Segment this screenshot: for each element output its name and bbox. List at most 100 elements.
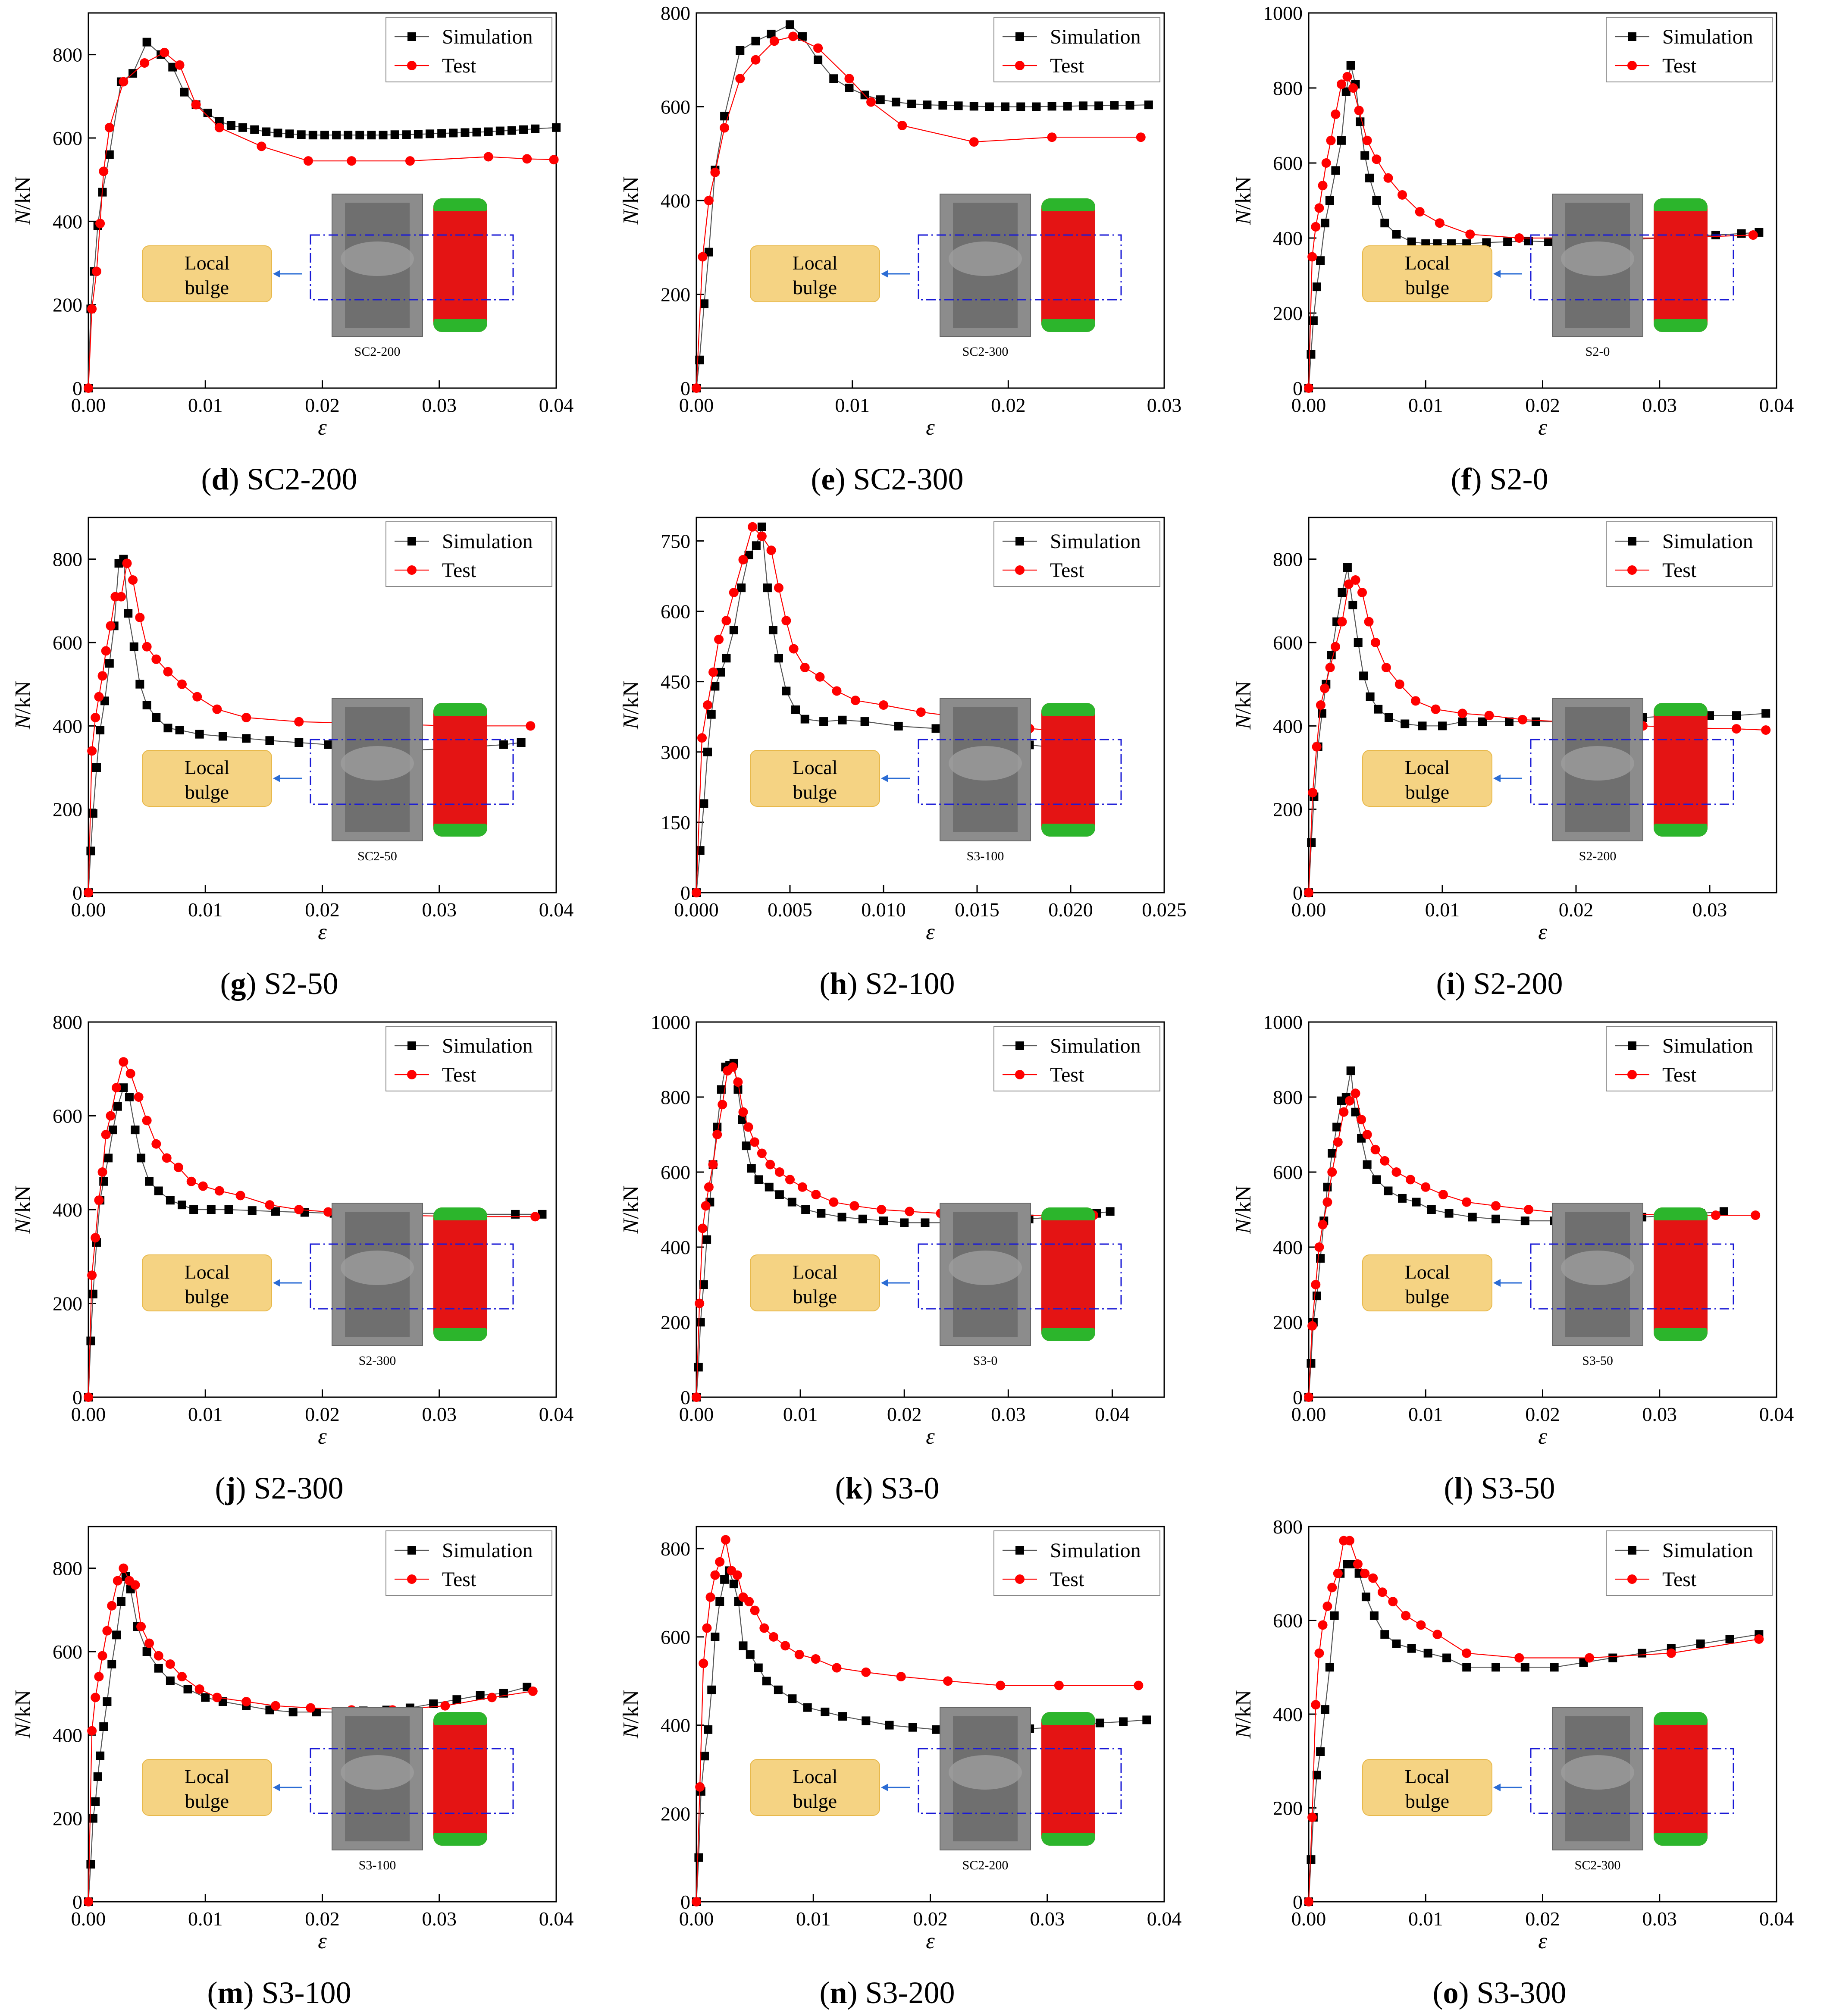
- test-point: [87, 1270, 97, 1280]
- test-point: [1362, 135, 1372, 145]
- legend-simulation-label: Simulation: [1662, 530, 1753, 553]
- simulation-point: [88, 1289, 97, 1298]
- specimen-label: SC2-300: [1575, 1858, 1621, 1872]
- simulation-point: [729, 626, 738, 634]
- test-point: [1308, 788, 1318, 797]
- simulation-point: [499, 740, 508, 749]
- simulation-point: [765, 1182, 774, 1191]
- simulation-point: [1374, 705, 1383, 714]
- fe-model-mid: [1041, 1220, 1095, 1328]
- panel-caption: (f) S2-0: [1451, 462, 1548, 496]
- specimen-label: SC2-300: [962, 345, 1009, 359]
- test-point: [1585, 1653, 1594, 1663]
- y-axis-label: N/kN: [11, 176, 35, 226]
- test-point: [1318, 1620, 1328, 1630]
- test-point: [130, 1580, 140, 1590]
- simulation-point: [242, 734, 251, 743]
- simulation-point: [1492, 1663, 1500, 1672]
- specimen-bulge: [949, 1251, 1022, 1285]
- x-axis-label: ε: [926, 920, 935, 944]
- test-point: [1311, 1700, 1321, 1710]
- simulation-point: [720, 112, 729, 121]
- test-point: [1136, 132, 1146, 142]
- test-point: [815, 672, 825, 682]
- specimen-bulge: [949, 241, 1022, 276]
- test-point: [151, 654, 161, 664]
- test-point: [1320, 683, 1330, 693]
- simulation-point: [921, 1218, 930, 1227]
- y-axis-label: N/kN: [619, 1690, 643, 1739]
- simulation-point: [791, 705, 800, 714]
- plot-frame: [696, 517, 1165, 894]
- simulation-point: [801, 1205, 810, 1214]
- simulation-point: [1366, 692, 1375, 701]
- test-point: [1054, 1681, 1064, 1690]
- simulation-point: [717, 1085, 726, 1094]
- test-point: [789, 644, 799, 654]
- legend-box: [993, 521, 1160, 587]
- test-point: [214, 122, 224, 132]
- test-point: [732, 1570, 742, 1580]
- test-point: [750, 1137, 760, 1147]
- y-tick-label: 800: [53, 549, 82, 571]
- specimen-label: S3-0: [973, 1354, 998, 1368]
- local-bulge-label-2: bulge: [1405, 1285, 1449, 1307]
- test-point: [135, 613, 145, 622]
- test-point: [704, 1182, 714, 1192]
- simulation-point: [86, 1860, 95, 1869]
- bulge-arrow-head: [1493, 1784, 1501, 1791]
- test-point: [1134, 1681, 1144, 1690]
- x-tick-label: 0.00: [1291, 1403, 1326, 1425]
- test-point: [106, 1111, 116, 1121]
- bulge-arrow-head: [273, 1279, 280, 1287]
- simulation-point: [1338, 588, 1347, 597]
- test-point: [549, 155, 559, 165]
- y-tick-label: 400: [53, 1199, 82, 1221]
- local-bulge-label-2: bulge: [185, 1285, 229, 1307]
- simulation-point: [517, 738, 526, 747]
- test-point: [165, 1659, 175, 1669]
- test-point: [704, 196, 714, 205]
- local-bulge-label-1: Local: [185, 1765, 230, 1787]
- local-bulge-box: [750, 1759, 880, 1816]
- test-point: [1377, 1587, 1387, 1597]
- simulation-point: [92, 763, 101, 772]
- test-point: [829, 1197, 839, 1207]
- panel-l: 0.00 0.01 0.02 0.03 0.04 0 200 400 600 800 1000 ε N/…: [1231, 1011, 1794, 1505]
- simulation-point: [250, 125, 259, 134]
- simulation-point: [775, 1190, 784, 1199]
- simulation-point: [124, 609, 133, 618]
- test-point: [849, 1201, 859, 1211]
- test-point: [1304, 1897, 1313, 1906]
- test-point: [692, 1897, 701, 1906]
- simulation-point: [273, 129, 282, 138]
- test-point: [1354, 106, 1364, 116]
- local-bulge-box: [1362, 1254, 1492, 1311]
- y-tick-label: 800: [1273, 549, 1303, 571]
- y-tick-label: 800: [661, 2, 690, 24]
- legend-simulation-marker: [1015, 537, 1024, 546]
- test-point: [198, 1181, 208, 1191]
- x-tick-label: 0.02: [1525, 1403, 1560, 1425]
- simulation-point: [700, 299, 709, 308]
- simulation-point: [1392, 1639, 1401, 1648]
- legend-simulation-marker: [1628, 32, 1636, 41]
- y-axis-label: N/kN: [1231, 1185, 1256, 1235]
- specimen-bulge: [1561, 1755, 1634, 1790]
- simulation-point: [754, 1663, 763, 1672]
- simulation-point: [787, 1198, 796, 1207]
- local-bulge-label-2: bulge: [1405, 276, 1449, 298]
- test-point: [1344, 1096, 1354, 1106]
- y-tick-label: 600: [53, 1105, 82, 1127]
- test-point: [483, 152, 493, 162]
- specimen-bulge: [949, 1755, 1022, 1790]
- test-point: [1322, 1197, 1332, 1207]
- test-point: [1339, 1107, 1349, 1117]
- test-point: [87, 304, 97, 314]
- simulation-point: [1372, 1175, 1381, 1184]
- panel-k: 0.00 0.01 0.02 0.03 0.04 0 200 400 600 800 1000 ε N/…: [619, 1011, 1165, 1505]
- local-bulge-label-2: bulge: [185, 276, 229, 298]
- legend-test-label: Test: [442, 54, 476, 77]
- test-point: [1431, 704, 1441, 714]
- legend-test-marker: [1015, 1070, 1025, 1079]
